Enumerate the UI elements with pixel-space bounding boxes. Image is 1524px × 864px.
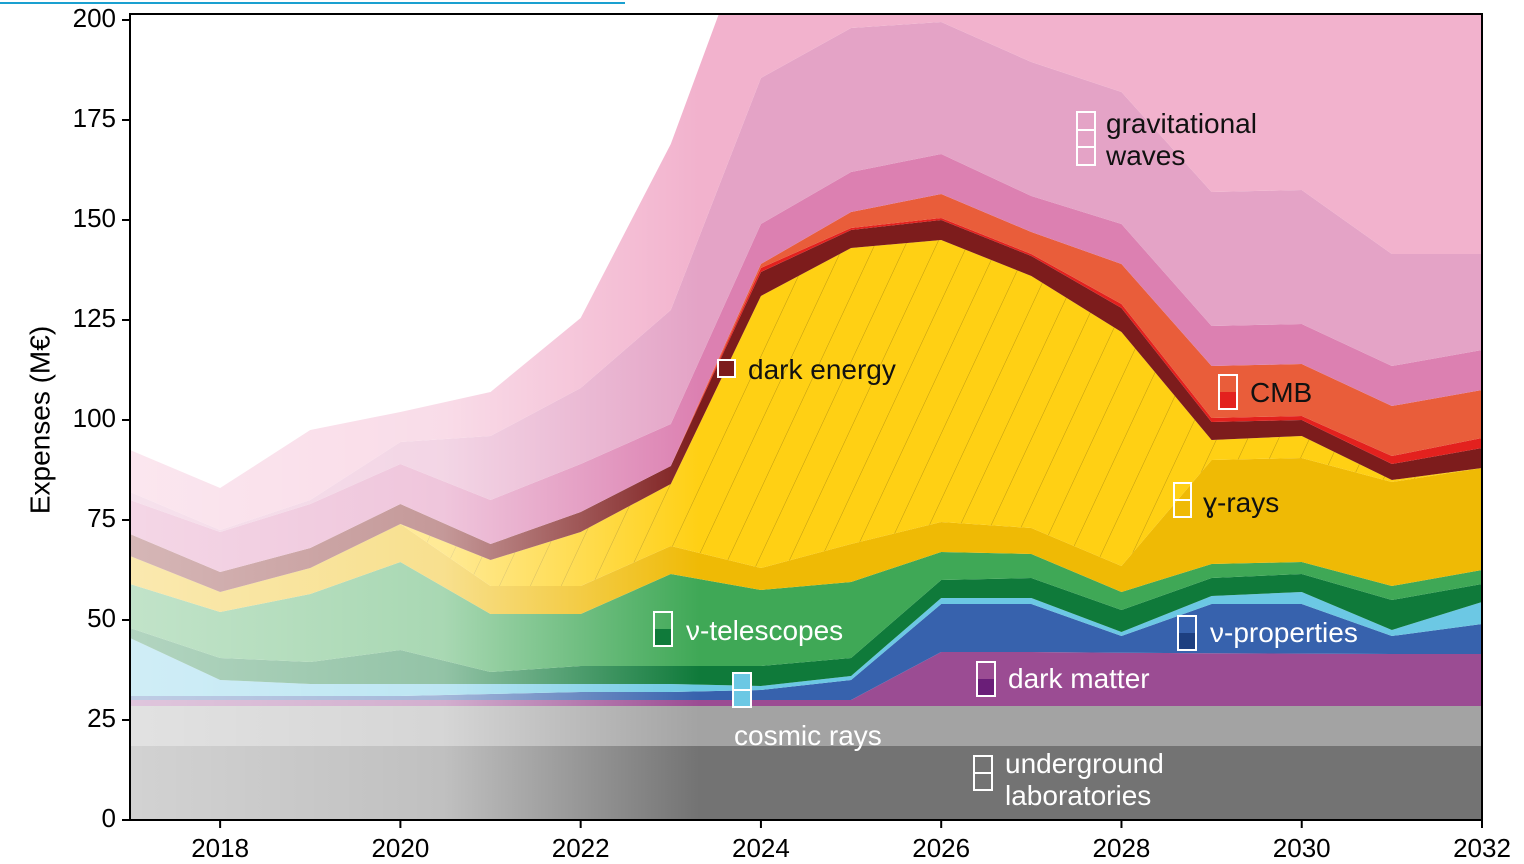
y-tick-label: 100	[73, 403, 116, 433]
y-tick-label: 50	[87, 603, 116, 633]
label-dark-matter: dark matter	[1008, 663, 1150, 694]
label-dark-energy: dark energy	[748, 354, 896, 385]
label-gamma-rays: ɣ-rays	[1203, 487, 1280, 518]
legend-boxes	[653, 111, 1238, 791]
area	[130, 22, 1482, 532]
area	[130, 652, 1482, 706]
area	[130, 194, 1482, 572]
x-tick-label: 2018	[191, 833, 249, 863]
x-tick-label: 2020	[371, 833, 429, 863]
label-cmb: CMB	[1250, 377, 1313, 408]
area	[130, 154, 1482, 572]
x-tick-label: 2022	[552, 833, 610, 863]
label-cosmic-rays: cosmic rays	[734, 720, 882, 751]
fade	[130, 14, 730, 820]
y-tick-label: 0	[102, 803, 116, 833]
x-tick-label: 2026	[912, 833, 970, 863]
y-tick-label: 125	[73, 303, 116, 333]
label-underground: underground laboratories	[1005, 748, 1164, 811]
y-axis-label: Expenses (M€)	[24, 326, 55, 514]
axes: 0 25 50 75 100 125 150 175 200 2018 2020 2022 2024 20…	[73, 3, 1511, 863]
x-tick-label: 2024	[732, 833, 790, 863]
y-tick-label: 200	[73, 3, 116, 33]
y-tick-label: 25	[87, 703, 116, 733]
y-tick-label: 175	[73, 103, 116, 133]
label-nu-properties: ν-properties	[1210, 617, 1358, 648]
x-tick-label: 2028	[1093, 833, 1151, 863]
area-hatch	[130, 240, 1482, 592]
label-nu-telescopes: ν-telescopes	[686, 615, 844, 646]
label-gravitational-waves: gravitational waves	[1106, 108, 1257, 171]
y-tick-label: 150	[73, 203, 116, 233]
frame	[129, 13, 1483, 821]
x-tick-label: 2032	[1453, 833, 1511, 863]
y-tick-label: 75	[87, 503, 116, 533]
x-tick-label: 2030	[1273, 833, 1331, 863]
